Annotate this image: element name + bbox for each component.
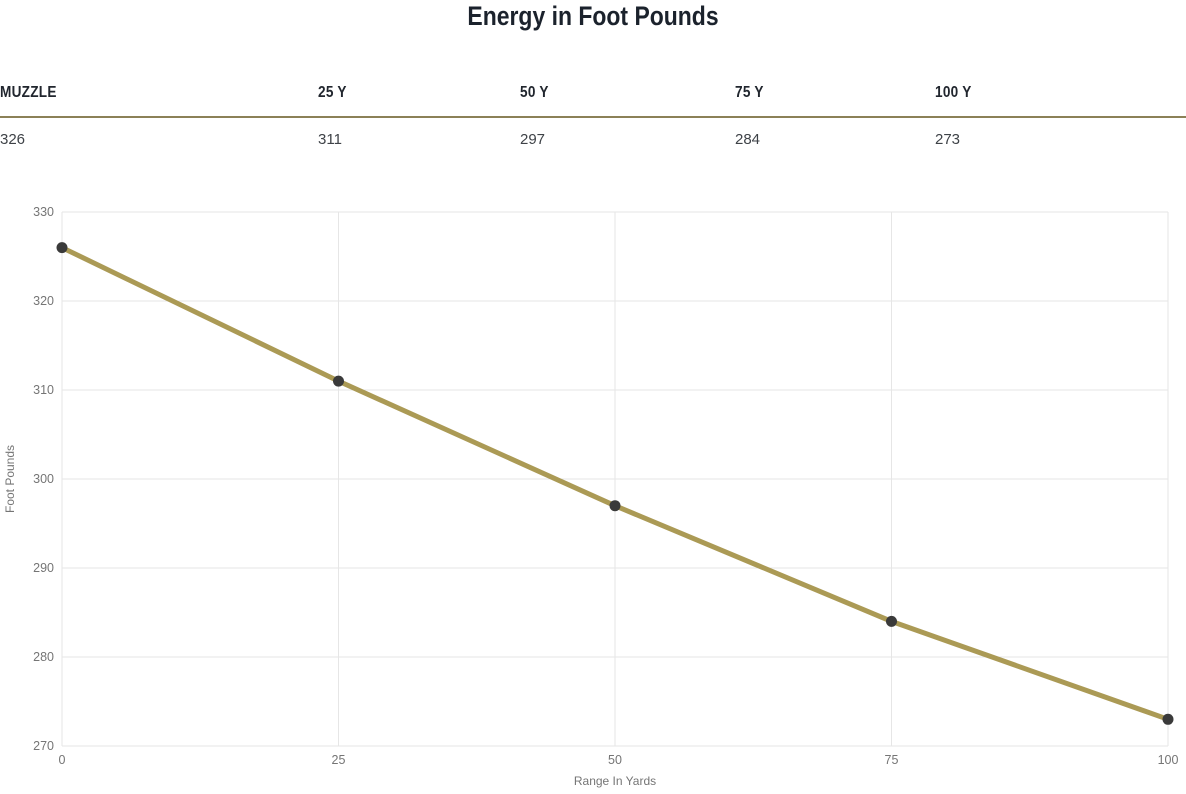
- value-75y: 284: [735, 131, 761, 148]
- column-header-muzzle: MUZZLE: [0, 84, 57, 101]
- y-axis-title: Foot Pounds: [3, 445, 17, 513]
- table-value-row: 326 311 297 284 273: [0, 118, 1186, 148]
- y-tick-label: 330: [33, 205, 54, 219]
- data-point[interactable]: [1162, 713, 1174, 725]
- column-header-25y: 25 Y: [318, 84, 347, 101]
- ballistics-table: MUZZLE 25 Y 50 Y 75 Y 100 Y 326 311 297 …: [0, 84, 1186, 148]
- table-header-row: MUZZLE 25 Y 50 Y 75 Y 100 Y: [0, 84, 1186, 116]
- energy-line-chart: 270 280 290 300 310 320 330 0 25 50 75 100 Foot Poun…: [0, 194, 1186, 794]
- page-title: Energy in Foot Pounds: [467, 1, 719, 31]
- x-tick-label: 100: [1158, 753, 1179, 767]
- y-tick-label: 320: [33, 294, 54, 308]
- table-header-divider: [0, 116, 1186, 118]
- energy-line-chart-svg: 270 280 290 300 310 320 330 0 25 50 75 100 Foot Poun…: [3, 205, 1179, 788]
- y-tick-label: 300: [33, 472, 54, 486]
- value-muzzle: 326: [0, 131, 26, 148]
- value-50y: 297: [520, 131, 546, 148]
- value-100y: 273: [935, 131, 961, 148]
- x-tick-label: 50: [608, 753, 622, 767]
- x-tick-label: 25: [332, 753, 346, 767]
- x-tick-label: 0: [59, 753, 66, 767]
- column-header-75y: 75 Y: [735, 84, 764, 101]
- y-tick-label: 310: [33, 383, 54, 397]
- y-tick-label: 290: [33, 561, 54, 575]
- data-point[interactable]: [609, 500, 621, 512]
- value-25y: 311: [318, 131, 342, 148]
- x-axis-title: Range In Yards: [574, 774, 656, 788]
- column-header-50y: 50 Y: [520, 84, 549, 101]
- data-point[interactable]: [886, 615, 897, 627]
- data-point[interactable]: [333, 375, 344, 387]
- y-tick-label: 280: [33, 650, 54, 664]
- column-header-100y: 100 Y: [935, 84, 972, 101]
- data-point[interactable]: [56, 242, 68, 254]
- y-tick-label: 270: [33, 739, 54, 753]
- x-tick-label: 75: [885, 753, 899, 767]
